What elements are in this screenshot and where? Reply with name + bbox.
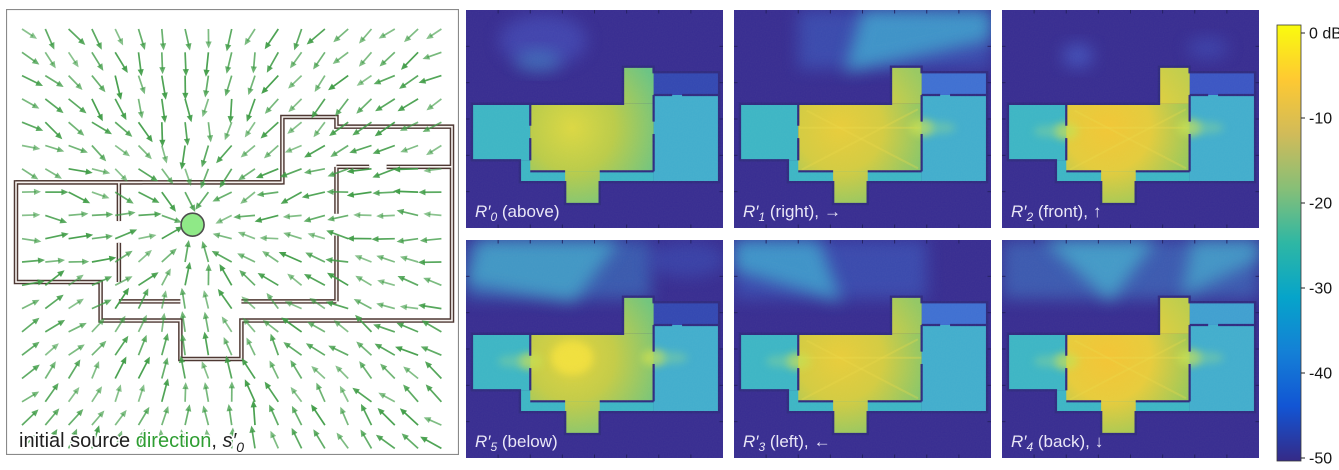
- colorbar-tick-label: -10: [1309, 111, 1332, 128]
- colorbar-tick-label: -50: [1309, 451, 1332, 468]
- noise-texture: [1002, 10, 1259, 228]
- heatmap-panel-R5: R′5 (below): [466, 240, 723, 458]
- heatmap-svg-R4: R′4 (back), ↓: [1002, 240, 1259, 458]
- noise-texture: [466, 240, 723, 458]
- noise-texture: [466, 10, 723, 228]
- heatmap-panel-R0: R′0 (above): [466, 10, 723, 228]
- heatmap-panel-R3: R′3 (left), ←: [734, 240, 991, 458]
- colorbar-gradient: [1276, 24, 1302, 462]
- heatmap-panel-R2: R′2 (front), ↑: [1002, 10, 1259, 228]
- noise-texture: [734, 240, 991, 458]
- quiver-frame: [6, 9, 459, 455]
- direction-arrow-icon: ↑: [1093, 202, 1102, 221]
- heatmap-svg-R2: R′2 (front), ↑: [1002, 10, 1259, 228]
- quiver-caption: initial source direction, s′0: [19, 430, 244, 455]
- panel-label: R′1 (right), →: [743, 202, 841, 224]
- panel-label: R′2 (front), ↑: [1011, 202, 1101, 224]
- heatmap-svg-R3: R′3 (left), ←: [734, 240, 991, 458]
- noise-texture: [1002, 240, 1259, 458]
- panel-label: R′3 (left), ←: [743, 432, 831, 454]
- axis-ticks: [1002, 10, 1259, 228]
- quiver-arrows: [21, 28, 443, 450]
- axis-ticks: [466, 240, 723, 458]
- quiver-svg: initial source direction, s′0: [6, 9, 459, 455]
- heatmap-svg-R0: R′0 (above): [466, 10, 723, 228]
- heatmap-panel-R1: R′1 (right), →: [734, 10, 991, 228]
- direction-arrow-icon: →: [824, 202, 841, 221]
- heatmap-svg-R5: R′5 (below): [466, 240, 723, 458]
- colorbar-tick-label: -40: [1309, 366, 1332, 383]
- colorbar: 0 dB -10 -20 -30 -40 -50: [1269, 0, 1339, 470]
- axis-ticks: [466, 10, 723, 228]
- axis-ticks: [734, 240, 991, 458]
- quiver-panel: initial source direction, s′0: [6, 9, 459, 455]
- colorbar-tick-label: 0 dB: [1309, 26, 1339, 43]
- panel-label: R′5 (below): [475, 432, 558, 454]
- colorbar-tick-label: -30: [1309, 281, 1332, 298]
- noise-texture: [734, 10, 991, 228]
- panel-label: R′0 (above): [475, 202, 560, 224]
- heatmap-svg-R1: R′1 (right), →: [734, 10, 991, 228]
- colorbar-tick-label: -20: [1309, 196, 1332, 213]
- heatmap-panel-R4: R′4 (back), ↓: [1002, 240, 1259, 458]
- source-marker: [180, 212, 205, 237]
- colorbar-svg: 0 dB -10 -20 -30 -40 -50: [1276, 24, 1339, 468]
- direction-arrow-icon: ↓: [1095, 432, 1104, 451]
- axis-ticks: [734, 10, 991, 228]
- direction-arrow-icon: ←: [814, 432, 831, 451]
- panel-label: R′4 (back), ↓: [1011, 432, 1103, 454]
- axis-ticks: [1002, 240, 1259, 458]
